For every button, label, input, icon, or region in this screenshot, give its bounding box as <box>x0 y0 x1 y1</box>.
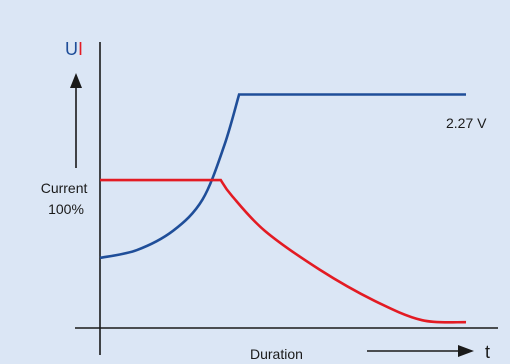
y-axis-label: UI <box>65 39 83 59</box>
x-axis-unit: t <box>485 342 490 362</box>
series-line-current <box>100 178 467 324</box>
current-marker-line2: 100% <box>48 201 84 217</box>
y-axis-label-i: I <box>78 39 83 59</box>
current-marker-label: Current 100% <box>41 180 92 217</box>
y-axis-label-u: U <box>65 39 78 59</box>
x-axis-label: Duration <box>250 346 303 362</box>
y-arrow-head <box>70 73 82 88</box>
series-line-voltage <box>99 93 466 260</box>
x-arrow-head <box>458 345 474 357</box>
current-marker-line1: Current <box>41 180 88 196</box>
voltage-end-label: 2.27 V <box>446 115 487 131</box>
